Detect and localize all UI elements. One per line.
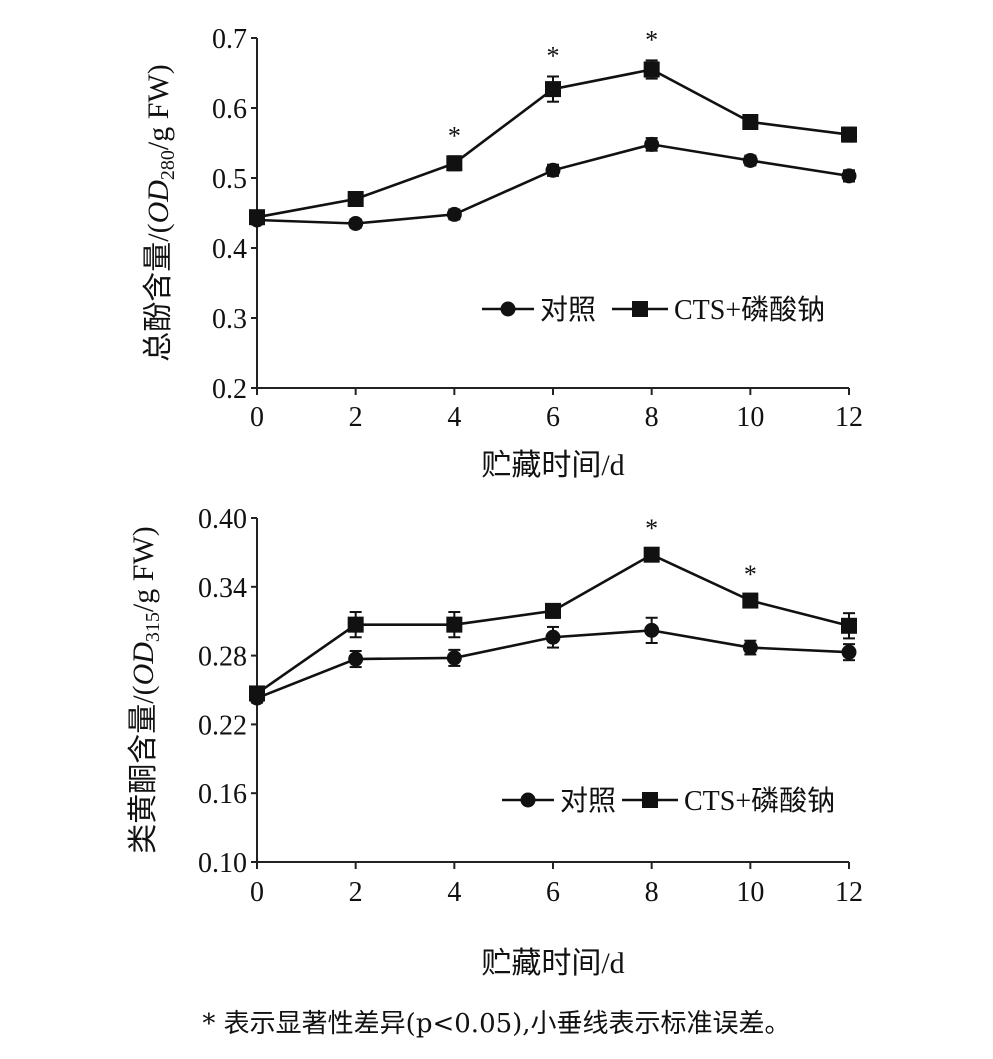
legend-label: CTS+磷酸钠 [684, 785, 835, 817]
legend-label: 对照 [560, 785, 616, 817]
data-point [446, 155, 463, 172]
legend-label: 对照 [540, 294, 596, 326]
data-point [841, 644, 857, 660]
data-point [347, 616, 364, 633]
figure: 0.2 0.3 0.4 0.5 0.6 0.7 0 2 4 6 8 10 12 贮藏时间/d 总酚含量/(O… [127, 24, 863, 980]
data-point [742, 153, 758, 168]
data-point [249, 209, 265, 226]
data-point [742, 592, 759, 609]
significance-star: * [448, 121, 461, 150]
data-point [841, 126, 857, 143]
figure-caption: * 表示显著性差异(p<0.05),小垂线表示标准误差。 [202, 1009, 791, 1039]
y-tick-label: 0.5 [212, 164, 247, 195]
x-tick-label: 8 [645, 877, 659, 908]
data-point [545, 81, 561, 98]
chart-1: 0.2 0.3 0.4 0.5 0.6 0.7 0 2 4 6 8 10 12 贮藏时间/d 总酚含量/(O… [142, 24, 863, 482]
legend-marker-square [632, 301, 648, 317]
y-axis-title: 类黄酮含量/(OD315/g FW) [127, 526, 164, 854]
series-treatment [249, 546, 857, 702]
x-tick-label: 12 [835, 402, 863, 433]
data-point [742, 640, 758, 656]
data-point [644, 622, 660, 638]
x-axis-title: 贮藏时间/d [481, 947, 624, 980]
legend: 对照 CTS+磷酸钠 [482, 294, 825, 326]
series-control [249, 616, 857, 706]
series-control [249, 136, 857, 231]
data-point [841, 168, 857, 184]
x-tick-label: 8 [645, 402, 659, 433]
data-point [347, 191, 364, 207]
x-tick-label: 12 [835, 877, 863, 908]
legend-marker-circle [520, 792, 536, 808]
data-point [446, 650, 462, 666]
x-tick-label: 2 [349, 402, 363, 433]
x-tick-label: 0 [250, 402, 264, 433]
data-point [643, 546, 660, 563]
y-tick-label: 0.7 [212, 24, 247, 55]
y-tick-label: 0.28 [198, 642, 247, 673]
data-point [841, 617, 857, 634]
x-tick-label: 10 [736, 877, 764, 908]
data-point [249, 685, 265, 702]
chart-2: 0.10 0.16 0.22 0.28 0.34 0.40 0 2 4 6 8 10 12 贮藏时间/d 类… [127, 504, 863, 980]
x-tick-label: 0 [250, 877, 264, 908]
legend-label: CTS+磷酸钠 [674, 294, 825, 326]
legend: 对照 CTS+磷酸钠 [502, 785, 835, 817]
significance-star: * [744, 560, 757, 589]
data-point [348, 651, 364, 667]
x-axis-title: 贮藏时间/d [481, 449, 624, 482]
x-tick-label: 4 [447, 877, 461, 908]
y-tick-label: 0.40 [198, 504, 247, 535]
series-treatment [249, 59, 857, 226]
y-tick-label: 0.4 [212, 234, 247, 265]
data-point [446, 206, 462, 222]
data-point [643, 61, 660, 78]
series-line [256, 143, 850, 225]
legend-marker-circle [500, 301, 516, 317]
data-point [545, 629, 561, 645]
significance-star: * [645, 514, 658, 543]
data-point [446, 616, 463, 633]
y-axis-title: 总酚含量/(OD280/g FW) [142, 64, 179, 362]
significance-star: * [645, 25, 658, 54]
data-point [348, 216, 364, 231]
x-tick-label: 6 [546, 877, 560, 908]
series-line [256, 553, 850, 695]
y-tick-label: 0.3 [212, 304, 247, 335]
data-point [742, 114, 759, 130]
x-tick-label: 4 [447, 402, 461, 433]
y-tick-label: 0.16 [198, 779, 247, 810]
data-point [644, 136, 660, 152]
x-tick-label: 10 [736, 402, 764, 433]
x-tick-label: 6 [546, 402, 560, 433]
y-tick-label: 0.6 [212, 94, 247, 125]
x-tick-label: 2 [349, 877, 363, 908]
y-tick-label: 0.2 [212, 374, 247, 405]
data-point [545, 162, 561, 178]
y-tick-label: 0.10 [198, 848, 247, 879]
y-tick-label: 0.34 [198, 573, 247, 604]
significance-star: * [547, 42, 560, 71]
y-tick-label: 0.22 [198, 710, 247, 741]
legend-marker-square [642, 792, 658, 808]
data-point [545, 602, 561, 619]
